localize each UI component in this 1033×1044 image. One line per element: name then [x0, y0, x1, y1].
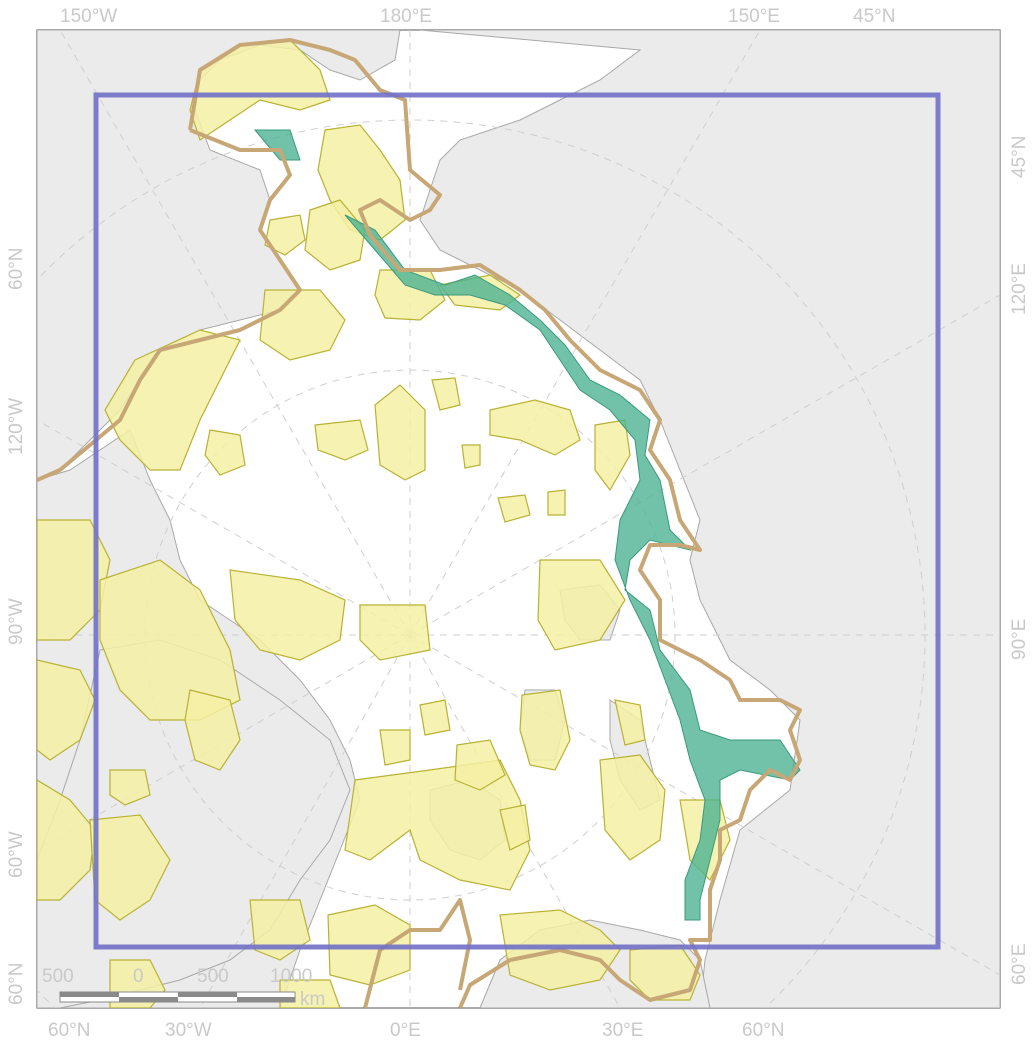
graticule-label-right-2: 120°E: [1009, 263, 1030, 315]
graticule-label-bottom-3: 0°E: [390, 1020, 421, 1041]
scale-label-3: 1000: [270, 966, 312, 987]
graticule-label-left-5: 60°N: [6, 963, 27, 1005]
graticule-label-left-2: 120°W: [6, 398, 27, 455]
region-box: [93, 92, 941, 950]
graticule-label-top-2: 180°E: [380, 6, 432, 27]
graticule-label-top-3: 150°E: [728, 6, 780, 27]
scale-label-1: 0: [133, 966, 144, 987]
tan-boundary: [37, 38, 802, 1008]
scale-unit: km: [300, 989, 325, 1010]
yellow-areas: [37, 39, 731, 1008]
graticule-label-bottom-1: 60°N: [48, 1020, 90, 1041]
graticule-label-left-1: 60°N: [6, 248, 27, 290]
graticule-label-right-3: 90°E: [1009, 619, 1030, 660]
graticule-label-left-3: 90°W: [6, 598, 27, 645]
graticule-label-right-4: 60°E: [1009, 944, 1030, 985]
scale-label-0: 500: [42, 966, 74, 987]
graticule-label-bottom-5: 60°N: [742, 1020, 784, 1041]
scale-bar: 500 0 500 1000 km: [42, 966, 325, 1010]
graticule-label-bottom-2: 30°W: [165, 1020, 212, 1041]
graticule-label-bottom-4: 30°E: [602, 1020, 643, 1041]
scale-label-2: 500: [197, 966, 229, 987]
graticule-label-right-1: 45°N: [1009, 136, 1030, 178]
graticule-label-top-1: 150°W: [60, 6, 117, 27]
graticule-label-top-4: 45°N: [853, 6, 895, 27]
graticule-label-left-4: 60°W: [6, 831, 27, 878]
